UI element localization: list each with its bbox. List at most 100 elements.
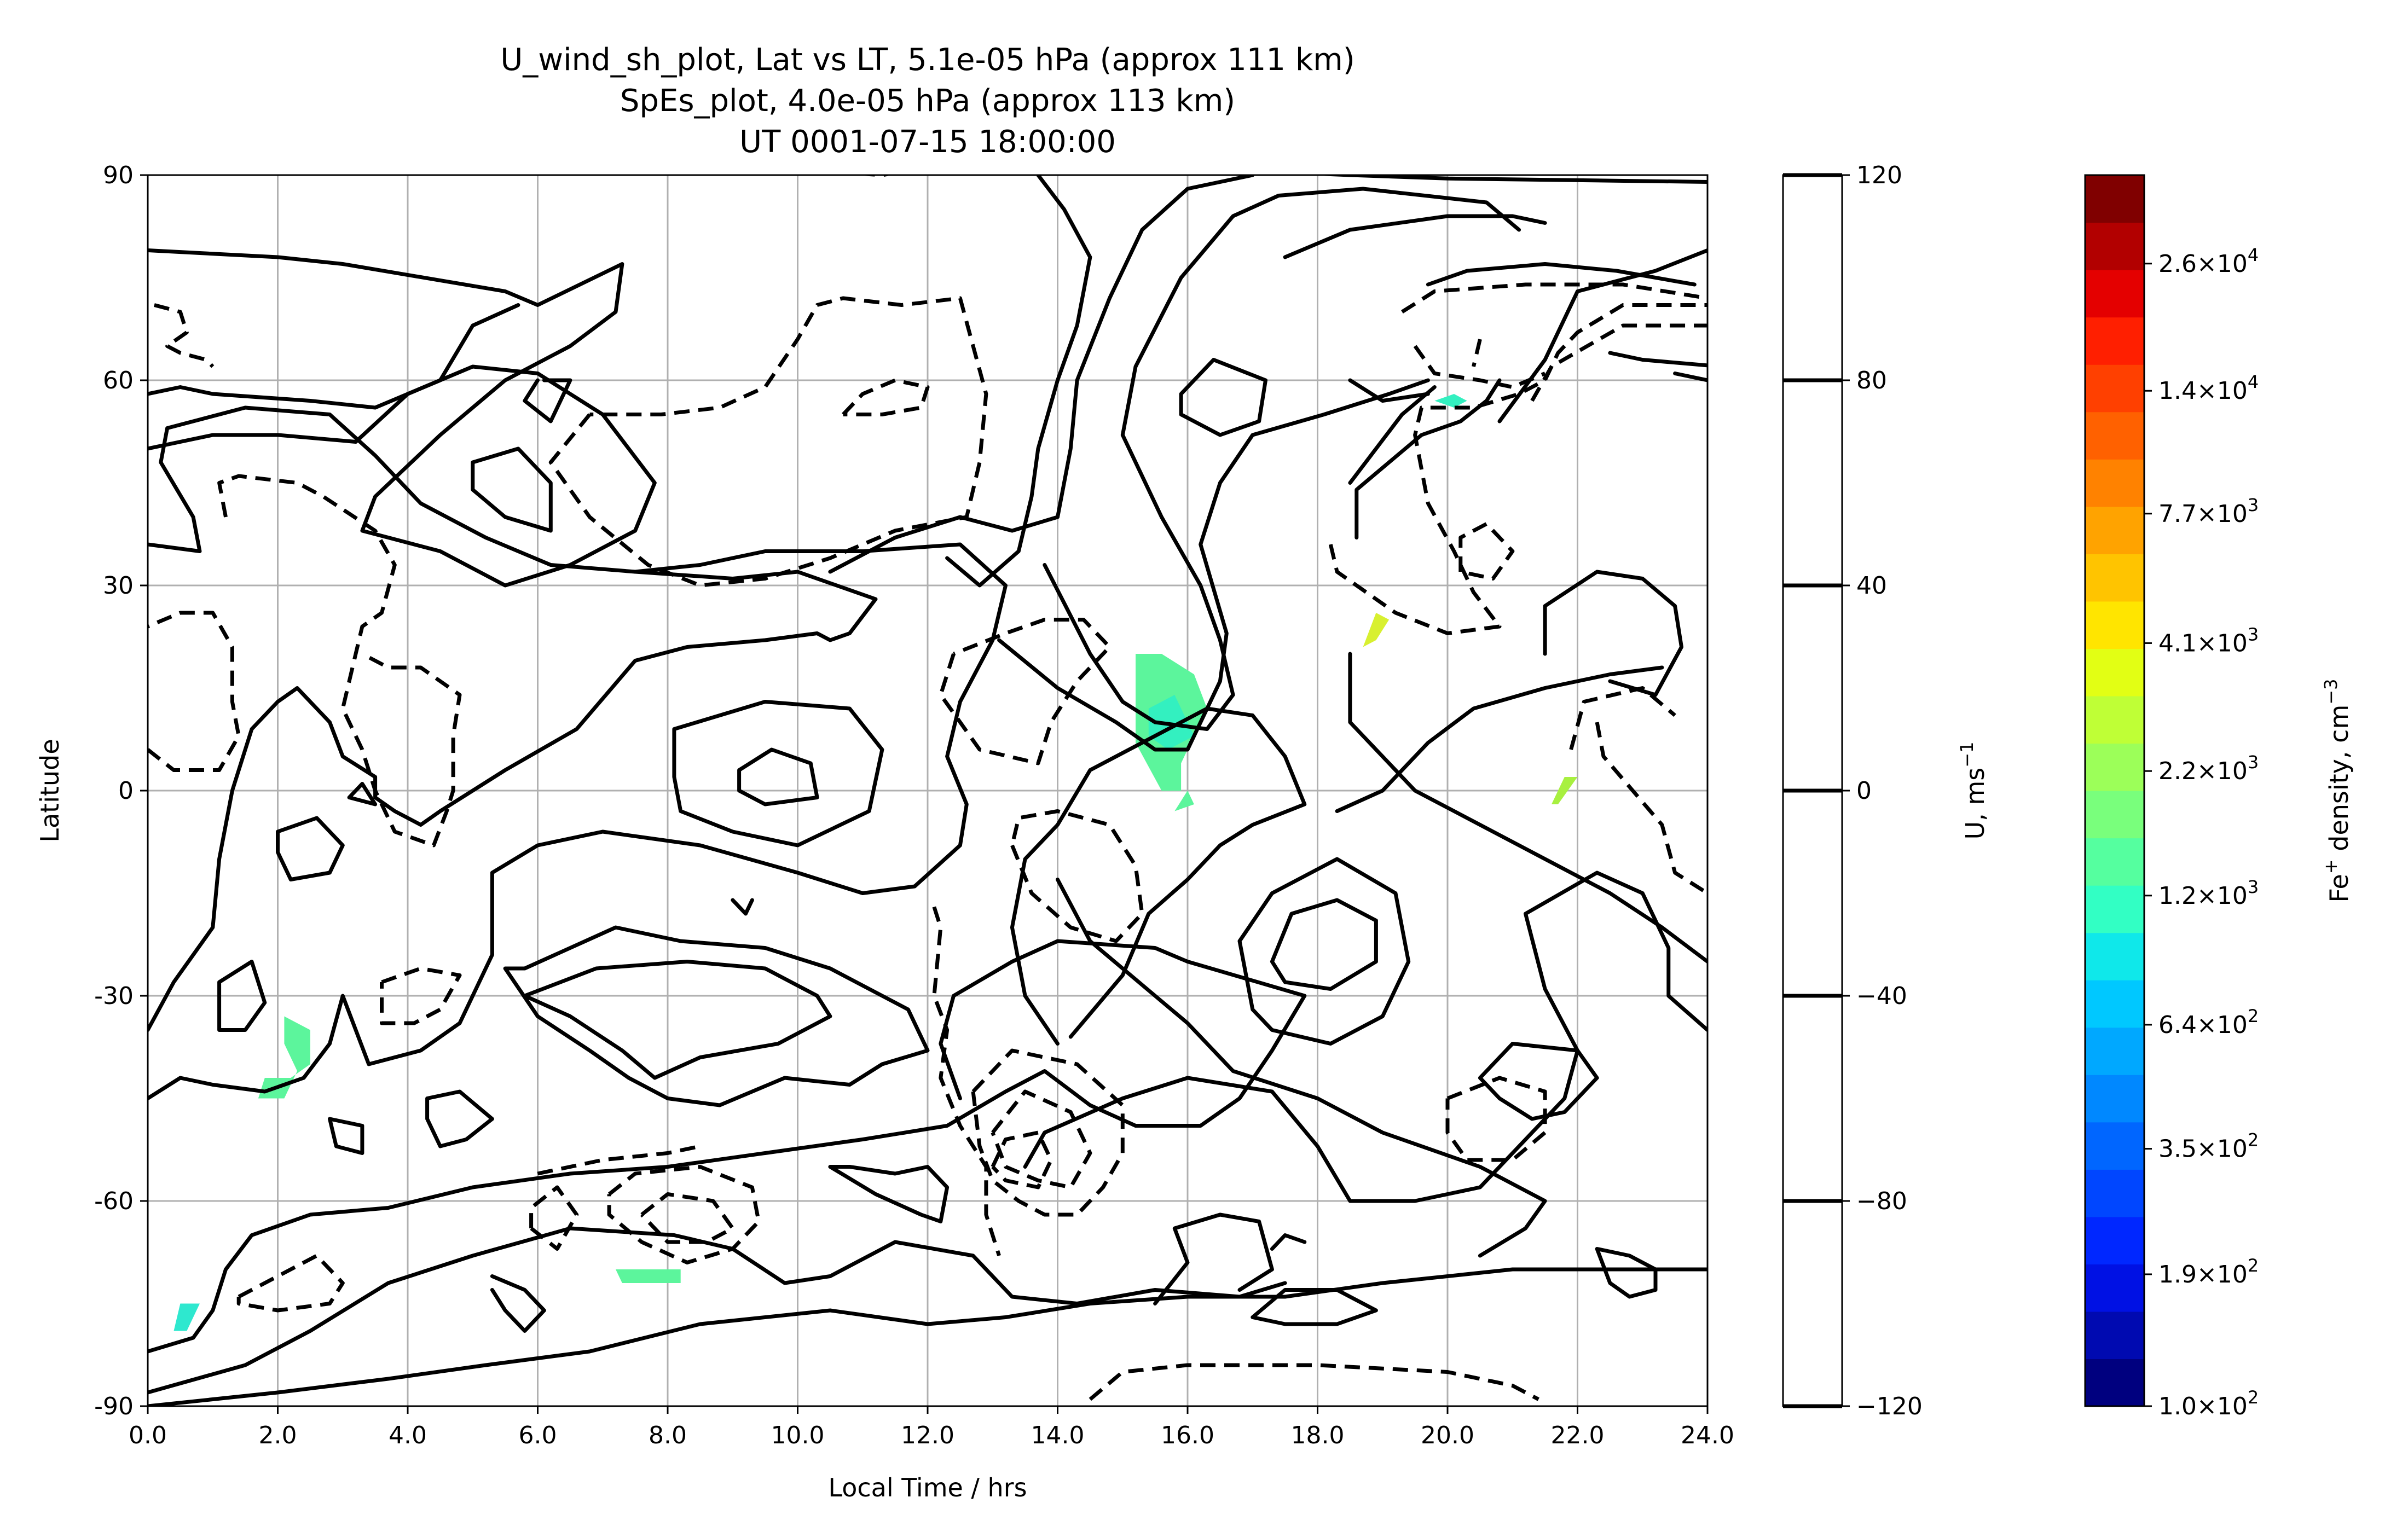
fe-density-colorbar: 1.0×102 1.9×102 3.5×102 6.4×102 1.2×103 2.2×1… [2084,174,2354,1420]
fe-colorbar-band [2085,695,2144,744]
contour-positive [1335,665,1664,813]
plot-area [148,175,1707,1406]
fe-colorbar-band [2085,1359,2144,1407]
contour-positive [148,405,878,1032]
contour-negative [842,378,930,416]
fe-density-patch [1363,613,1390,647]
fe-colorbar-band [2085,175,2144,223]
u-wind-colorbar: −120 −80 −40 0 40 80 120 U, ms−1 [1782,161,1990,1420]
u-colorbar-tick-label: 120 [1856,161,1902,189]
contour-negative [1569,686,1676,750]
x-tick-label: 14.0 [1031,1421,1085,1449]
x-axis-label: Local Time / hrs [828,1473,1027,1502]
chart-title: U_wind_sh_plot, Lat vs LT, 5.1e-05 hPa (… [500,42,1354,160]
contour-positive [1348,652,1707,964]
x-tick-label: 2.0 [259,1421,297,1449]
fe-colorbar-tick-label: 2.6×104 [2158,245,2259,278]
fe-density-patch [258,1016,310,1099]
u-colorbar-tick-label: 80 [1856,367,1887,394]
contour-negative [1472,339,1482,367]
fe-colorbar-band [2085,554,2144,602]
contour-positive [1348,385,1437,485]
y-tick-label: 60 [103,367,134,394]
contour-positive [276,816,345,881]
contour-positive [148,1267,1707,1406]
y-axis-label: Latitude [35,739,65,842]
contour-negative [991,1089,1092,1189]
fe-colorbar-band [2085,791,2144,839]
contour-positive [737,747,819,806]
contour-positive [328,1117,364,1155]
y-tick-label: -30 [94,982,134,1010]
contour-negative [537,1144,701,1176]
fe-colorbar-band [2085,601,2144,649]
fe-colorbar-band [2085,270,2144,318]
fe-density-patch [1434,394,1467,408]
contour-positive [217,960,267,1032]
fe-colorbar-tick-label: 1.9×102 [2158,1255,2259,1289]
x-tick-label: 18.0 [1291,1421,1345,1449]
contour-negative [236,1254,345,1313]
contour-positive [731,898,754,916]
contour-positive [471,446,553,533]
contour-negative [548,296,988,588]
fe-colorbar-band [2085,411,2144,460]
contour-positive [503,925,930,1107]
contour-positive [1348,378,1430,403]
title-line-1: U_wind_sh_plot, Lat vs LT, 5.1e-05 hPa (… [500,42,1354,78]
y-tick-label: 90 [103,161,134,189]
contour-negative [991,1130,1054,1189]
contour-negative [640,1192,735,1244]
y-tick-label: 30 [103,572,134,600]
fe-colorbar-band [2085,932,2144,980]
fe-density-patch [1148,695,1194,750]
contour-positive [148,939,1307,1354]
contour-positive [1043,187,1521,731]
title-line-3: UT 0001-07-15 18:00:00 [739,124,1116,160]
contour-positive [148,542,1008,1100]
contour-positive [828,1165,950,1223]
contour-positive [1153,1212,1274,1305]
contour-positive [490,1274,546,1333]
fe-colorbar-band [2085,1027,2144,1075]
contour-positive [1283,214,1547,259]
fe-colorbar-band [2085,1075,2144,1123]
contour-negative [939,618,1112,765]
contour-positive [1056,878,1547,1258]
contour-positive [1497,248,1707,423]
contour-positive [148,1226,1287,1395]
fe-colorbar-tick-label: 4.1×103 [2158,624,2259,657]
x-tick-label: 6.0 [519,1421,557,1449]
fe-density-patches [173,394,1578,1331]
contour-negative [1010,809,1144,943]
contour-positive [1237,857,1411,1046]
x-tick-label: 10.0 [771,1421,825,1449]
y-tick-label: 0 [118,777,134,805]
fe-colorbar-tick-label: 7.7×103 [2158,495,2259,528]
fe-colorbar-tick-label: 1.0×102 [2158,1387,2259,1420]
fe-colorbar-band [2085,885,2144,933]
fe-colorbar-tick-label: 6.4×102 [2158,1006,2259,1039]
x-tick-label: 24.0 [1681,1421,1734,1449]
contour-positive [672,700,884,848]
x-tick-label: 8.0 [649,1421,687,1449]
contour-positive [1354,378,1502,539]
contour-positive [1270,1233,1307,1251]
fe-colorbar-band [2085,222,2144,270]
contour-negative [1458,522,1515,581]
contour-positive [1023,871,1707,1203]
contour-positive [425,1089,494,1148]
wind-contours [148,175,1707,1406]
y-tick-label: -90 [94,1392,134,1420]
contour-positive [1478,1042,1599,1121]
contour-positive [1543,570,1683,697]
fe-colorbar-band [2085,743,2144,791]
fe-density-patch [1552,777,1578,804]
u-colorbar-label: U, ms−1 [1956,742,1990,840]
u-colorbar-tick-label: −40 [1856,982,1907,1010]
fe-colorbar-band [2085,1216,2144,1264]
contour-positive [1010,706,1307,1046]
contour-negative [971,1048,1125,1217]
x-tick-label: 20.0 [1421,1421,1474,1449]
